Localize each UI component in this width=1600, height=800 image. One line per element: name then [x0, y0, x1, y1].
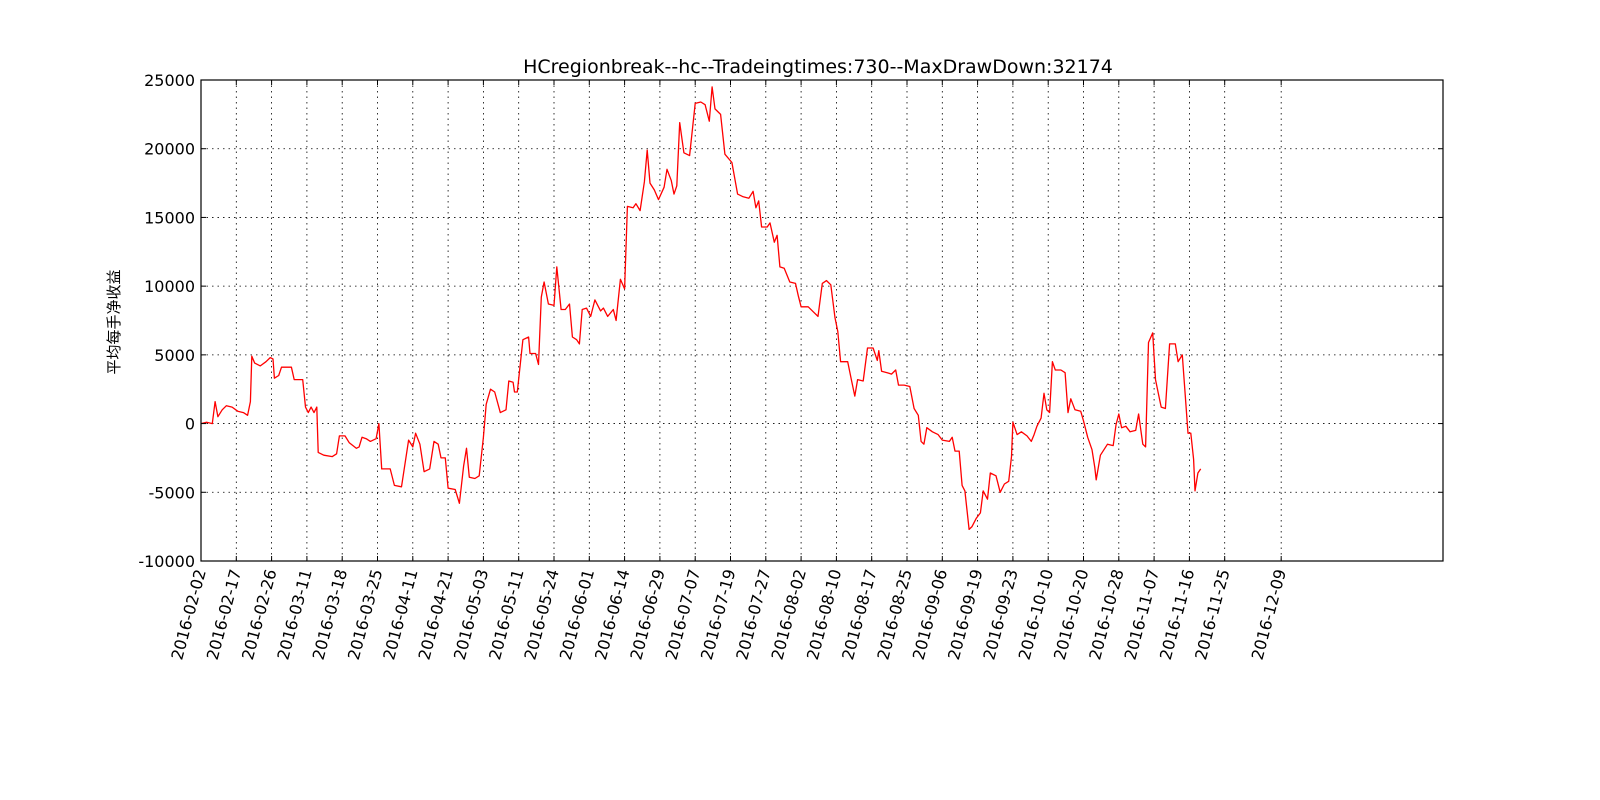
y-axis-label: 平均每手净收益 — [105, 269, 123, 374]
series-line — [200, 86, 1202, 531]
plot-frame — [200, 79, 1444, 562]
x-tick-label: 2016-07-07 — [662, 567, 704, 662]
x-tick-label: 2016-02-26 — [238, 567, 280, 662]
x-tick-label: 2016-03-18 — [309, 567, 351, 662]
y-tick-label: -5000 — [149, 483, 196, 502]
x-tick-label: 2016-03-11 — [273, 567, 315, 662]
x-tick-label: 2016-10-20 — [1050, 567, 1092, 662]
x-tick-label: 2016-09-23 — [979, 567, 1021, 662]
x-tick-label: 2016-08-02 — [768, 567, 810, 662]
x-tick-label: 2016-08-17 — [838, 567, 880, 662]
chart-title: HCregionbreak--hc--Tradeingtimes:730--Ma… — [523, 56, 1113, 78]
x-tick-label: 2016-04-21 — [415, 567, 457, 662]
x-tick-label: 2016-12-09 — [1248, 567, 1290, 662]
y-tick-label: 25000 — [144, 71, 195, 90]
y-tick-label: -10000 — [138, 552, 195, 571]
x-tick-label: 2016-11-25 — [1191, 567, 1233, 662]
grid-layer — [201, 80, 1443, 561]
x-tick-label: 2016-05-11 — [485, 567, 527, 662]
x-tick-label: 2016-09-19 — [944, 567, 986, 662]
x-tick-label: 2016-06-29 — [626, 567, 668, 662]
x-tick-label: 2016-06-01 — [556, 567, 598, 662]
x-tick-label: 2016-02-17 — [203, 567, 245, 662]
x-tick-label: 2016-06-14 — [591, 567, 633, 662]
x-tick-label: 2016-07-27 — [732, 567, 774, 662]
x-tick-label: 2016-07-19 — [697, 567, 739, 662]
x-tick-label: 2016-02-02 — [167, 567, 209, 662]
x-tick-label: 2016-03-25 — [344, 567, 386, 662]
x-tick-label: 2016-10-10 — [1015, 567, 1057, 662]
x-tick-label: 2016-10-28 — [1085, 567, 1127, 662]
x-tick-label: 2016-08-10 — [803, 567, 845, 662]
y-tick-label: 5000 — [154, 346, 195, 365]
y-tick-label: 0 — [185, 415, 195, 434]
ticks-layer: -10000 -5000 0 5000 10000 15000 20000 25000 2016… — [138, 71, 1443, 662]
y-tick-label: 20000 — [144, 140, 195, 159]
x-tick-label: 2016-11-16 — [1156, 567, 1198, 662]
y-tick-label: 15000 — [144, 208, 195, 227]
x-tick-label: 2016-05-03 — [450, 567, 492, 662]
x-tick-label: 2016-09-06 — [909, 567, 951, 662]
x-tick-label: 2016-05-24 — [520, 567, 562, 662]
series-layer — [200, 86, 1202, 531]
x-tick-label: 2016-04-11 — [379, 567, 421, 662]
x-tick-label: 2016-11-07 — [1121, 567, 1163, 662]
x-tick-label: 2016-08-25 — [873, 567, 915, 662]
y-tick-label: 10000 — [144, 277, 195, 296]
